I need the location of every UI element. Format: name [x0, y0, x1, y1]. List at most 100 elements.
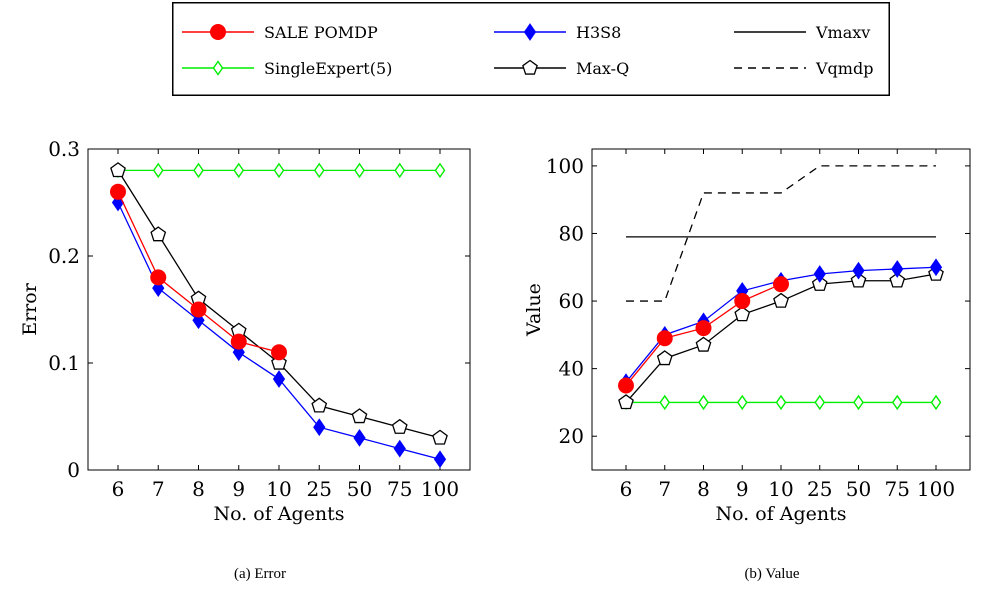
data-point	[850, 272, 867, 288]
y-tick-label: 40	[559, 357, 584, 381]
data-point	[618, 394, 634, 410]
data-point	[656, 350, 673, 366]
data-point	[432, 429, 448, 445]
data-point	[110, 183, 126, 200]
series-line	[117, 170, 441, 439]
data-point	[811, 275, 828, 291]
legend-label: H3S8	[576, 23, 621, 42]
data-point	[393, 439, 406, 458]
x-tick-label: 10	[266, 477, 291, 501]
legend-frame	[172, 2, 890, 96]
series-line	[117, 202, 441, 460]
series-line	[626, 165, 936, 302]
legend-marker	[522, 59, 538, 75]
x-tick-label: 50	[347, 477, 372, 501]
y-tick-label: 0.2	[48, 244, 80, 268]
legend-marker	[523, 23, 537, 41]
data-point	[353, 429, 366, 447]
data-point	[775, 394, 787, 411]
caption-value: (b) Value	[744, 566, 800, 582]
legend-entry-vqmdp: Vqmdp	[734, 59, 873, 78]
x-tick-label: 9	[232, 477, 245, 501]
data-point	[150, 226, 167, 242]
caption-error: (a) Error	[233, 566, 287, 582]
x-tick-label: 75	[387, 477, 412, 501]
data-point	[773, 292, 789, 308]
data-point	[273, 162, 285, 179]
x-tick-label: 6	[620, 477, 633, 501]
data-point	[152, 162, 164, 179]
y-tick-label: 100	[546, 154, 584, 178]
x-tick-label: 25	[807, 477, 832, 501]
data-point	[233, 162, 245, 179]
data-point	[230, 333, 247, 350]
data-point	[736, 394, 748, 411]
data-point	[852, 261, 865, 280]
x-tick-label: 100	[917, 477, 955, 501]
series-sale-pomdp	[110, 183, 287, 361]
data-point	[618, 377, 634, 394]
plot-frame	[87, 148, 471, 471]
x-tick-label: 9	[736, 477, 749, 501]
y-axis-label: Error	[19, 282, 41, 335]
legend-entry-max-q: Max-Q	[494, 59, 629, 78]
y-tick-label: 60	[559, 289, 584, 313]
data-point	[656, 330, 673, 347]
data-point	[110, 162, 126, 178]
legend-entry-vmaxv: Vmaxv	[734, 23, 870, 42]
plot-frame	[591, 148, 971, 471]
data-point	[695, 336, 712, 352]
legend-entry-h3s8: H3S8	[494, 23, 621, 42]
x-tick-label: 7	[152, 477, 165, 501]
chart-legend: SALE POMDP H3S8 Vmaxv SingleExpert(5) Max-Q V…	[172, 2, 890, 96]
legend-entry-singleexpert-5: SingleExpert(5)	[182, 59, 392, 78]
error-chart: 0 0.1 0.2 0.3 6 7 8 9 10 25 50 75 100 No. of Agents Er…	[19, 137, 471, 525]
legend-marker	[210, 24, 226, 40]
data-point	[930, 394, 942, 411]
y-tick-label: 0.3	[48, 137, 80, 161]
data-point	[313, 162, 325, 179]
data-point	[695, 320, 712, 337]
data-point	[891, 394, 903, 411]
series-singleexpert-5	[620, 394, 942, 411]
data-point	[853, 394, 864, 411]
series-sale-pomdp	[618, 276, 789, 394]
legend-label: Max-Q	[576, 59, 629, 78]
legend-marker	[212, 60, 224, 76]
x-tick-label: 50	[846, 477, 871, 501]
data-point	[734, 293, 751, 310]
data-point	[929, 258, 943, 277]
data-point	[814, 394, 826, 411]
y-tick-label: 0.1	[48, 351, 80, 375]
data-point	[313, 418, 326, 437]
x-tick-label: 7	[658, 477, 671, 501]
data-point	[272, 370, 286, 388]
legend-label: Vmaxv	[815, 23, 870, 42]
data-point	[659, 394, 671, 411]
data-point	[698, 394, 709, 411]
x-tick-label: 100	[421, 477, 459, 501]
value-chart: 20 40 60 80 100 6 7 8 9 10 25 50 75 100 No. of Agents V…	[523, 148, 971, 525]
data-point	[889, 272, 906, 288]
legend-label: SALE POMDP	[264, 23, 378, 42]
series-vqmdp	[626, 165, 936, 302]
legend-entry-sale-pomdp: SALE POMDP	[182, 23, 378, 42]
y-tick-label: 0	[67, 458, 80, 482]
data-point	[271, 344, 287, 361]
data-point	[734, 306, 751, 322]
data-point	[773, 276, 789, 293]
x-tick-label: 10	[768, 477, 793, 501]
y-tick-label: 20	[559, 424, 584, 448]
data-point	[193, 162, 204, 179]
data-point	[150, 269, 167, 286]
data-point	[190, 301, 207, 318]
x-tick-label: 75	[885, 477, 910, 501]
data-point	[394, 162, 406, 179]
legend-label: Vqmdp	[815, 59, 873, 78]
data-point	[813, 265, 826, 283]
series-max-q	[110, 162, 448, 445]
y-axis-label: Value	[523, 283, 545, 337]
data-point	[311, 397, 328, 413]
data-point	[351, 408, 368, 424]
x-tick-label: 6	[112, 477, 125, 501]
